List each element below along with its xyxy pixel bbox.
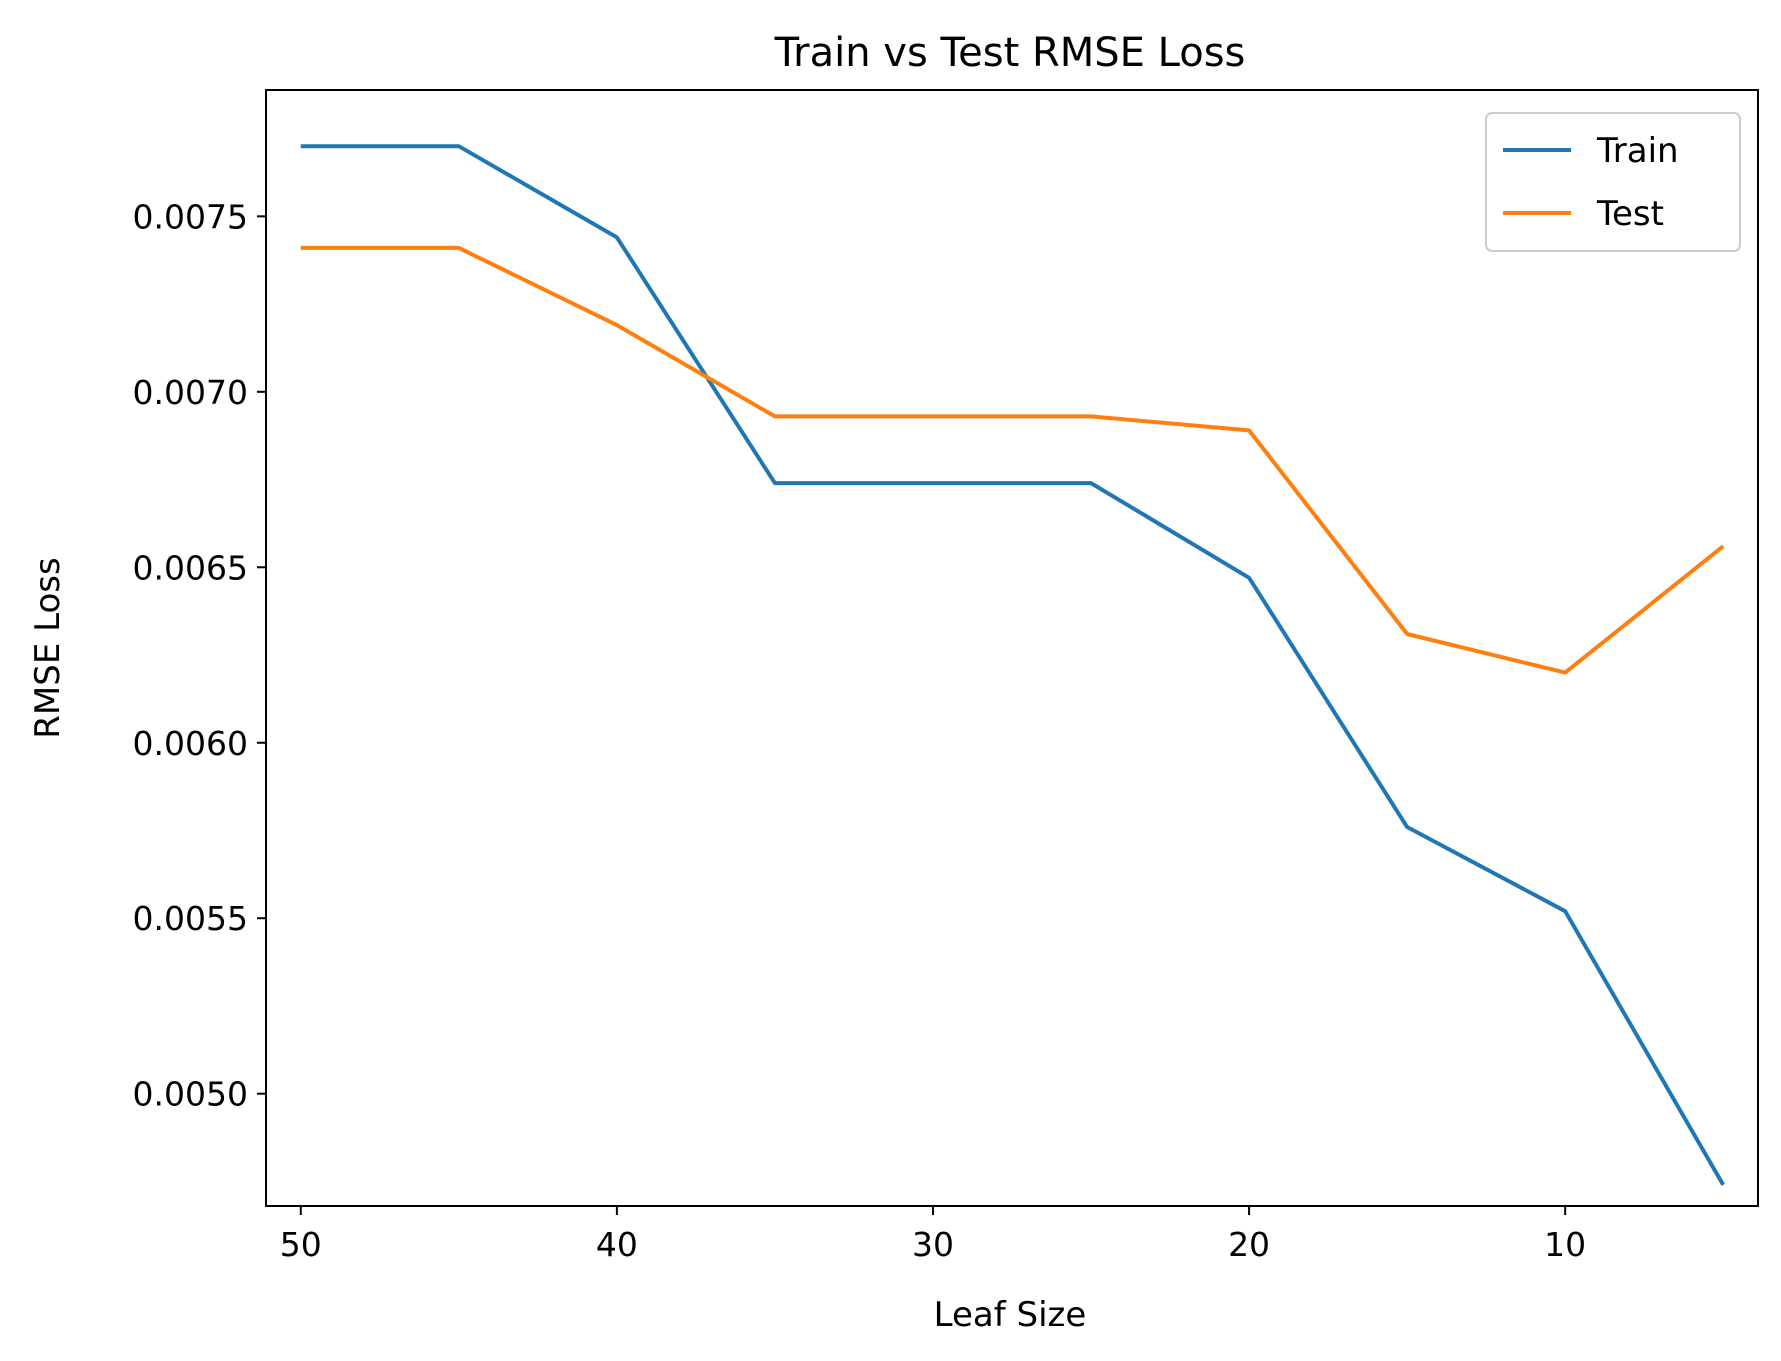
series-layer (300, 144, 1725, 1186)
series-line-test (300, 245, 1725, 675)
y-tick-label: 0.0070 (133, 373, 248, 412)
x-tick-label: 20 (1228, 1225, 1270, 1264)
y-tick-label: 0.0065 (133, 548, 248, 587)
y-tick-label: 0.0050 (133, 1075, 248, 1114)
tick-layer: 50 40 30 20 10 0.0050 0.0055 0.0060 0.0065 0.0070… (133, 197, 1587, 1264)
plot-frame (265, 89, 1759, 1207)
x-tick-label: 30 (912, 1225, 954, 1264)
x-tick-label: 40 (596, 1225, 638, 1264)
series-line-train (300, 144, 1725, 1186)
legend-label-train: Train (1596, 131, 1679, 171)
legend-box (1485, 112, 1741, 252)
x-tick-label: 50 (280, 1225, 322, 1264)
chart-title: Train vs Test RMSE Loss (774, 30, 1246, 76)
x-axis-label: Leaf Size (934, 1295, 1087, 1335)
y-axis-label: RMSE Loss (28, 557, 68, 738)
y-tick-label: 0.0075 (133, 197, 248, 236)
y-tick-label: 0.0055 (133, 899, 248, 938)
y-tick-label: 0.0060 (133, 724, 248, 763)
legend-label-test: Test (1596, 194, 1664, 234)
x-tick-label: 10 (1544, 1225, 1586, 1264)
legend: Train Test (1485, 112, 1741, 252)
